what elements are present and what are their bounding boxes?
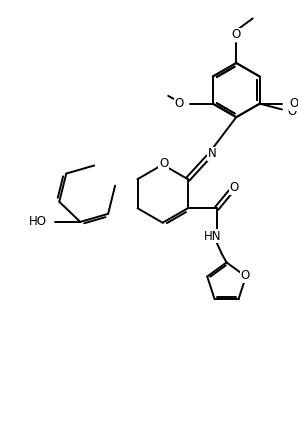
Text: HN: HN [204, 230, 222, 243]
Text: O: O [174, 97, 184, 110]
Text: O: O [230, 181, 239, 194]
Text: O: O [288, 105, 297, 118]
Text: O: O [232, 28, 241, 41]
Text: O: O [240, 269, 249, 282]
Text: O: O [159, 157, 168, 170]
Text: O: O [290, 97, 298, 110]
Text: N: N [208, 147, 216, 160]
Text: HO: HO [29, 215, 47, 228]
